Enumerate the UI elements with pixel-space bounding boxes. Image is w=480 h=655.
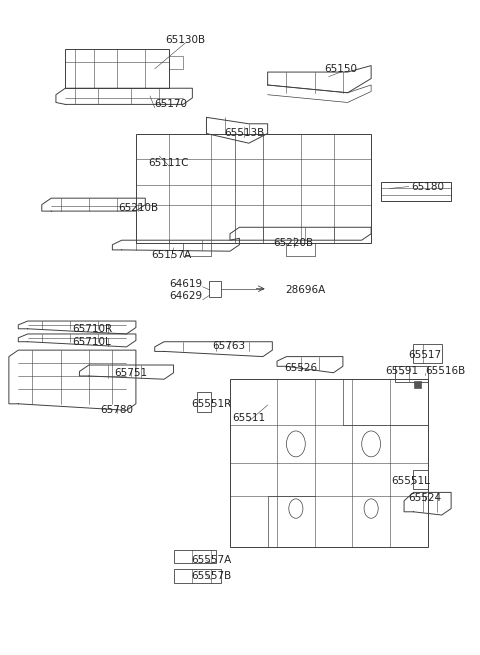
Text: 65157A: 65157A [151,250,192,260]
Text: 65150: 65150 [324,64,357,74]
Bar [65,49,169,88]
Text: 65180: 65180 [411,181,444,191]
Bar [381,182,451,201]
Text: 65557B: 65557B [191,571,231,582]
Text: 65513B: 65513B [224,128,264,138]
Text: 65220B: 65220B [274,238,313,248]
Text: 65170: 65170 [155,100,188,109]
Text: 65551L: 65551L [392,476,431,487]
Bar [136,134,371,244]
Bar [197,392,211,411]
Text: 65751: 65751 [115,367,148,378]
Text: 65511: 65511 [232,413,265,423]
Bar [395,366,428,383]
Text: 65130B: 65130B [165,35,205,45]
Text: 65210B: 65210B [118,203,158,213]
Text: 28696A: 28696A [285,285,325,295]
Text: 65111C: 65111C [149,158,189,168]
Text: 65551R: 65551R [191,399,231,409]
Text: 65780: 65780 [101,405,133,415]
Bar [413,470,428,489]
Text: 64619: 64619 [169,278,203,288]
Bar [174,569,221,583]
Bar [230,379,428,548]
Bar [413,344,442,363]
Text: 65710L: 65710L [72,337,111,347]
Text: 65591: 65591 [385,367,418,377]
Text: 64629: 64629 [169,291,203,301]
Bar [414,381,420,388]
Text: 65517: 65517 [408,350,442,360]
Text: 65710R: 65710R [72,324,112,335]
Text: 65516B: 65516B [425,367,466,377]
Bar [209,281,221,297]
Text: 65763: 65763 [213,341,246,350]
Text: 65524: 65524 [408,493,442,502]
Text: 65526: 65526 [284,363,317,373]
Bar [174,550,216,563]
Text: 65557A: 65557A [191,555,231,565]
